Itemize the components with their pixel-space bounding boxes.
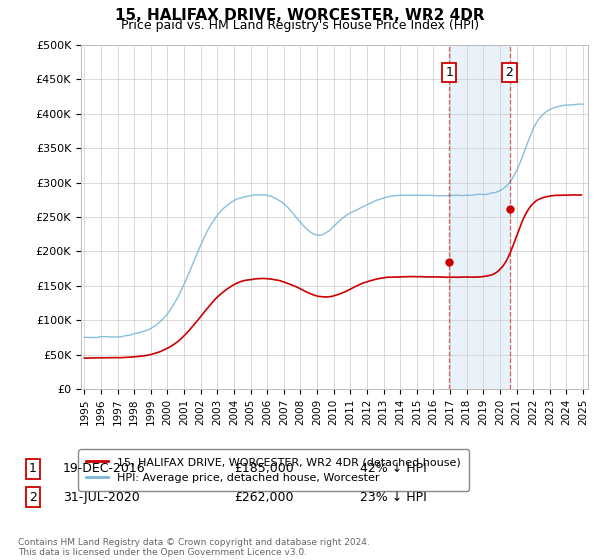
- Text: 2: 2: [506, 66, 514, 79]
- Text: 31-JUL-2020: 31-JUL-2020: [63, 491, 140, 504]
- Text: Contains HM Land Registry data © Crown copyright and database right 2024.
This d: Contains HM Land Registry data © Crown c…: [18, 538, 370, 557]
- Legend: 15, HALIFAX DRIVE, WORCESTER, WR2 4DR (detached house), HPI: Average price, deta: 15, HALIFAX DRIVE, WORCESTER, WR2 4DR (d…: [79, 450, 469, 491]
- Text: 19-DEC-2016: 19-DEC-2016: [63, 462, 146, 475]
- Text: 2: 2: [29, 491, 37, 504]
- Bar: [449, 45, 509, 389]
- Text: £185,000: £185,000: [234, 462, 294, 475]
- Text: 15, HALIFAX DRIVE, WORCESTER, WR2 4DR: 15, HALIFAX DRIVE, WORCESTER, WR2 4DR: [115, 8, 485, 24]
- Text: Price paid vs. HM Land Registry's House Price Index (HPI): Price paid vs. HM Land Registry's House …: [121, 19, 479, 32]
- Text: £262,000: £262,000: [234, 491, 293, 504]
- Text: 1: 1: [29, 462, 37, 475]
- Text: 42% ↓ HPI: 42% ↓ HPI: [360, 462, 427, 475]
- Text: 23% ↓ HPI: 23% ↓ HPI: [360, 491, 427, 504]
- Text: 1: 1: [445, 66, 454, 79]
